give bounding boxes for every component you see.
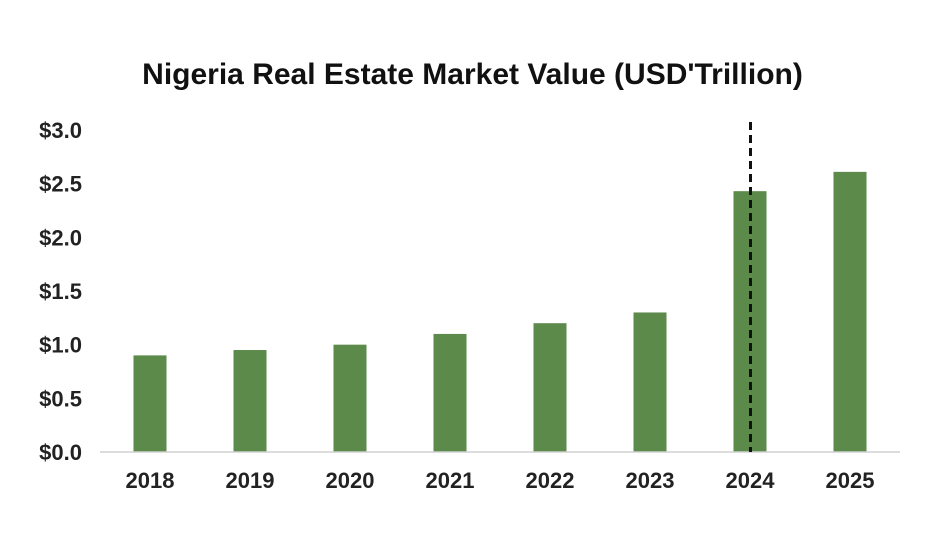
bar-2022 (533, 323, 567, 452)
x-tick-label: 2025 (826, 468, 875, 493)
x-axis-ticks: 2018 2019 2020 2021 2022 2023 2024 2025 (126, 468, 875, 493)
y-tick-label: $1.0 (39, 333, 82, 358)
y-tick-label: $0.0 (39, 440, 82, 465)
y-tick-label: $1.5 (39, 279, 82, 304)
y-tick-label: $3.0 (39, 118, 82, 143)
x-tick-label: 2021 (426, 468, 475, 493)
x-tick-label: 2022 (526, 468, 575, 493)
y-tick-label: $2.5 (39, 172, 82, 197)
y-tick-label: $2.0 (39, 225, 82, 250)
bars-group (133, 171, 867, 453)
bar-2018 (133, 355, 167, 452)
bar-2025 (833, 171, 867, 453)
y-tick-label: $0.5 (39, 386, 82, 411)
x-tick-label: 2019 (226, 468, 275, 493)
bar-2023 (633, 312, 667, 452)
x-tick-label: 2018 (126, 468, 175, 493)
x-tick-label: 2020 (326, 468, 375, 493)
bar-2019 (233, 350, 267, 452)
bar-2021 (433, 333, 467, 452)
x-tick-label: 2024 (726, 468, 776, 493)
y-axis-ticks: $0.0 $0.5 $1.0 $1.5 $2.0 $2.5 $3.0 (39, 118, 82, 465)
x-tick-label: 2023 (626, 468, 675, 493)
chart-title: Nigeria Real Estate Market Value (USD'Tr… (142, 58, 803, 91)
bar-2020 (333, 344, 367, 452)
